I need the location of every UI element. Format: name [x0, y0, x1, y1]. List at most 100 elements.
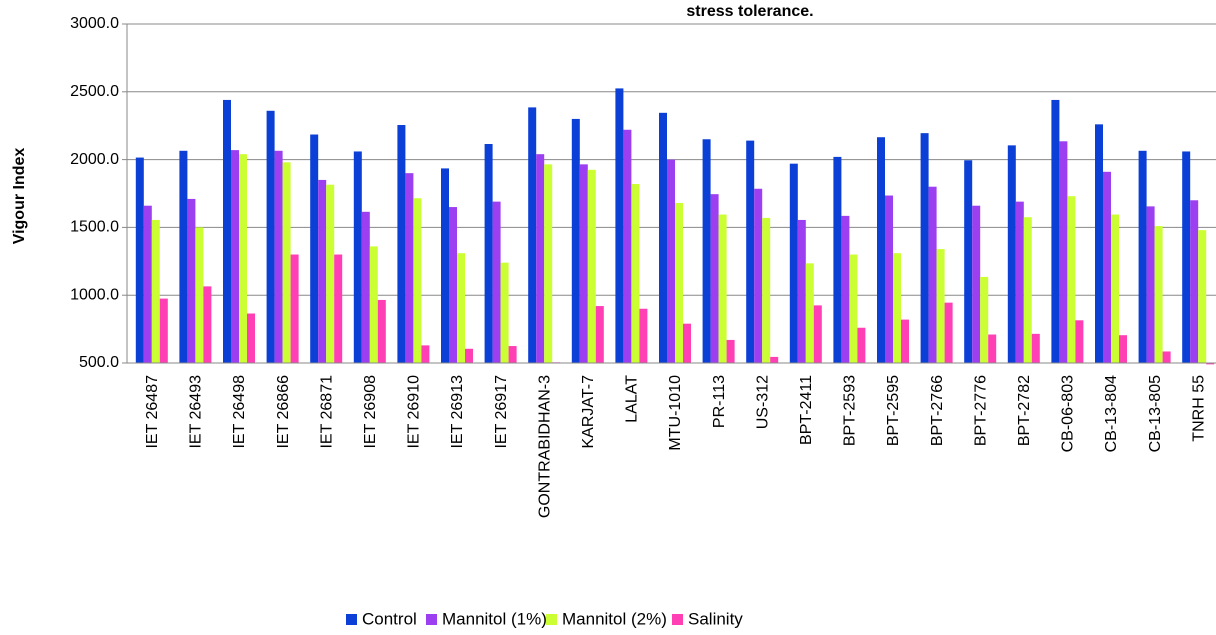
bar — [405, 173, 414, 363]
bar — [266, 110, 275, 363]
bar — [1138, 150, 1147, 363]
bar — [187, 198, 196, 363]
bar — [1146, 206, 1155, 363]
legend-swatch — [546, 614, 557, 625]
x-tick-label: CB-13-805 — [1147, 375, 1164, 452]
x-tick-label: KARJAT-7 — [580, 375, 597, 449]
bar — [885, 195, 893, 363]
x-tick-label: TNRH 55 — [1190, 375, 1207, 442]
bar — [397, 125, 406, 363]
x-tick-label: IET 26866 — [275, 375, 292, 449]
bar — [901, 319, 909, 363]
y-tick-label: 2500.0 — [70, 83, 119, 100]
bar — [179, 150, 188, 363]
bar — [500, 262, 509, 363]
x-tick-label: BPT-2782 — [1016, 375, 1033, 446]
bar — [441, 168, 449, 363]
bar — [595, 306, 604, 363]
bar — [465, 348, 473, 363]
x-tick-label: IET 26498 — [231, 375, 248, 449]
bar — [1190, 200, 1199, 363]
x-tick-label: CB-13-804 — [1103, 375, 1120, 452]
x-tick-label: IET 26487 — [144, 375, 161, 449]
bar — [135, 157, 144, 363]
bar — [833, 156, 842, 363]
bar — [231, 150, 239, 363]
bar — [449, 207, 457, 363]
bar — [770, 356, 779, 363]
bar — [484, 144, 493, 363]
x-tick-label: CB-06-803 — [1060, 375, 1077, 452]
bar — [615, 88, 624, 363]
x-tick-label: BPT-2593 — [842, 375, 859, 446]
bar — [203, 286, 212, 363]
bar — [579, 164, 588, 363]
bar — [1007, 145, 1016, 363]
bar — [239, 154, 247, 363]
bar — [805, 263, 814, 363]
bar — [797, 219, 806, 363]
x-tick-label: BPT-2411 — [798, 375, 815, 445]
bar — [361, 211, 370, 363]
bar — [1206, 363, 1215, 365]
legend-label: Control — [362, 609, 417, 628]
bar — [528, 107, 537, 363]
x-tick-label: IET 26913 — [449, 375, 466, 449]
bar — [1154, 226, 1163, 363]
bar — [726, 339, 735, 363]
bar — [754, 188, 763, 363]
bar — [893, 253, 901, 363]
bar — [746, 140, 755, 363]
bar — [702, 139, 711, 363]
bar — [789, 163, 798, 363]
bar — [857, 327, 866, 363]
x-tick-label: IET 26910 — [406, 375, 423, 449]
bar — [195, 227, 204, 363]
bar — [683, 323, 691, 363]
bar — [334, 254, 343, 363]
bar — [282, 162, 291, 363]
bar — [631, 184, 640, 363]
legend-swatch — [426, 614, 437, 625]
bar — [675, 202, 683, 363]
bar — [1015, 201, 1024, 363]
x-tick-label: BPT-2776 — [972, 375, 989, 446]
x-tick-label: BPT-2766 — [929, 375, 946, 446]
bar — [421, 345, 430, 363]
bar — [587, 169, 596, 363]
bar — [290, 254, 299, 363]
bar — [920, 133, 929, 363]
bar — [1095, 124, 1103, 364]
bar — [544, 164, 553, 363]
y-tick-label: 1000.0 — [70, 286, 119, 303]
bar — [659, 112, 667, 364]
bar — [492, 201, 501, 363]
bar — [310, 134, 319, 363]
bar — [1059, 141, 1068, 363]
legend-swatch — [346, 614, 357, 625]
bar — [326, 184, 335, 363]
x-tick-label: US-312 — [754, 375, 771, 429]
bar — [1075, 320, 1084, 363]
bar — [1111, 214, 1119, 363]
x-tick-label: IET 26871 — [318, 375, 335, 449]
x-tick-label: IET 26493 — [188, 375, 205, 449]
bar — [988, 334, 997, 363]
bar — [813, 305, 822, 363]
bar — [536, 154, 545, 363]
bar — [1031, 333, 1040, 363]
bar — [457, 253, 465, 363]
bar — [980, 276, 989, 363]
bar — [508, 346, 517, 363]
bar — [151, 219, 160, 363]
bar — [1023, 217, 1032, 363]
bar — [1198, 230, 1207, 363]
y-tick-label: 3000.0 — [70, 15, 119, 32]
bar — [718, 214, 727, 363]
bar — [159, 298, 168, 363]
bar — [710, 194, 719, 363]
chart-title: stress tolerance. — [686, 3, 813, 20]
bar — [143, 205, 152, 363]
bar — [223, 99, 231, 363]
